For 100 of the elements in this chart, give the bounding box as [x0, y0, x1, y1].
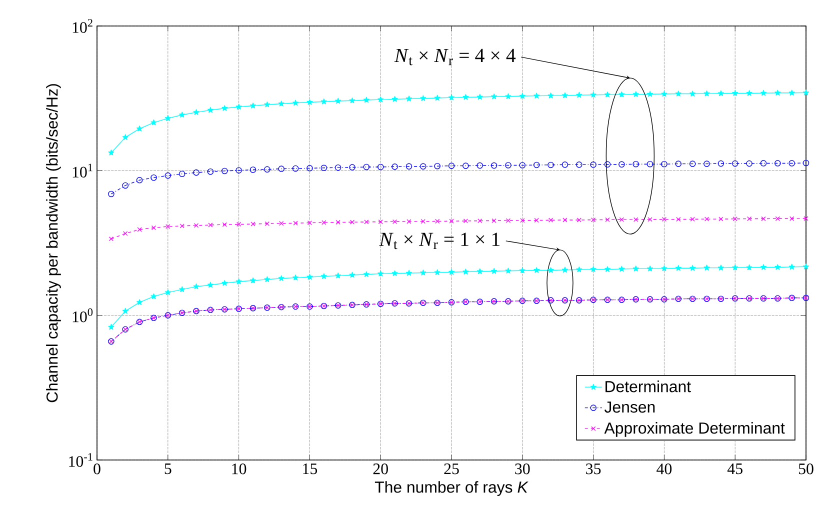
point: [803, 264, 810, 270]
legend-label: Determinant: [606, 380, 691, 392]
point: [562, 266, 568, 273]
point: [250, 166, 256, 173]
point: [378, 219, 383, 224]
point: [732, 160, 738, 167]
point: [320, 98, 327, 104]
point: [448, 94, 455, 100]
point: [576, 92, 582, 98]
point: [136, 126, 143, 132]
y-tick-label: 10$^{1}$: [72, 164, 92, 178]
point: [236, 104, 242, 110]
point: [462, 162, 469, 169]
point: [236, 167, 242, 174]
point: [506, 218, 511, 223]
point: [548, 162, 554, 168]
point: [207, 168, 214, 175]
point: [704, 160, 710, 167]
point: [136, 299, 143, 305]
point: [534, 218, 539, 223]
point: [377, 164, 384, 170]
point: [478, 218, 482, 224]
point: [802, 160, 810, 166]
point: [661, 265, 668, 272]
point: [803, 90, 810, 96]
point: [250, 277, 256, 284]
point: [534, 92, 540, 98]
point: [732, 216, 738, 222]
point: [222, 280, 228, 286]
point: [533, 162, 540, 168]
point: [164, 289, 171, 296]
point: [676, 216, 681, 222]
point: [279, 221, 284, 226]
point: [292, 274, 299, 280]
point: [788, 264, 795, 270]
point: [788, 90, 795, 96]
point: [434, 269, 440, 276]
point: [363, 271, 370, 277]
x-tick-label: 0: [94, 464, 100, 474]
x-tick-label: 50: [798, 464, 814, 474]
point: [108, 324, 114, 330]
point: [136, 176, 143, 184]
x-tick-label: 35: [586, 464, 601, 474]
point: [590, 266, 596, 272]
point: [194, 223, 199, 228]
point: [363, 164, 370, 170]
point: [320, 273, 327, 279]
legend-label: Jensen: [604, 402, 655, 413]
point: [675, 264, 682, 271]
point: [292, 165, 299, 172]
annotation: N$_{t}$ × N$_{r}$ = 4 × 4: [394, 48, 516, 66]
point: [605, 217, 610, 222]
point: [406, 96, 412, 102]
point: [704, 90, 710, 96]
point: [491, 93, 498, 100]
point: [222, 222, 227, 227]
point: [193, 169, 200, 176]
point: [435, 218, 440, 224]
point: [406, 163, 412, 170]
point: [349, 164, 356, 170]
point: [662, 216, 667, 222]
point: [576, 162, 582, 168]
point: [548, 218, 554, 222]
legend-label: Approximate Determinant: [604, 422, 785, 437]
point: [476, 162, 484, 169]
point: [519, 162, 526, 168]
point: [576, 218, 582, 222]
point: [774, 264, 781, 270]
point: [208, 222, 213, 228]
point: [306, 165, 313, 172]
point: [562, 218, 568, 222]
point: [661, 160, 668, 168]
point: [760, 90, 766, 96]
point: [634, 217, 638, 222]
point: [434, 94, 440, 101]
point: [335, 98, 342, 104]
point: [690, 90, 696, 96]
point: [164, 172, 172, 179]
point: [449, 218, 454, 224]
point: [746, 90, 752, 96]
point: [492, 218, 496, 224]
point: [562, 92, 568, 98]
point: [462, 268, 469, 274]
point: [278, 275, 284, 281]
x-tick-label: 20: [373, 464, 388, 474]
point: [774, 160, 781, 166]
y-tick-label: 10$^{2}$: [72, 19, 92, 33]
point: [746, 160, 752, 167]
point: [123, 231, 128, 236]
point: [406, 219, 412, 224]
point: [306, 99, 313, 105]
point: [363, 96, 370, 103]
point: [250, 102, 256, 108]
y-tick-label: 10$^{0}$: [72, 308, 93, 322]
point: [647, 91, 654, 97]
point: [222, 105, 228, 111]
point: [604, 92, 610, 98]
point: [349, 272, 356, 278]
point: [704, 216, 710, 222]
y-tick-label: 10$^{-1}$: [69, 453, 92, 467]
